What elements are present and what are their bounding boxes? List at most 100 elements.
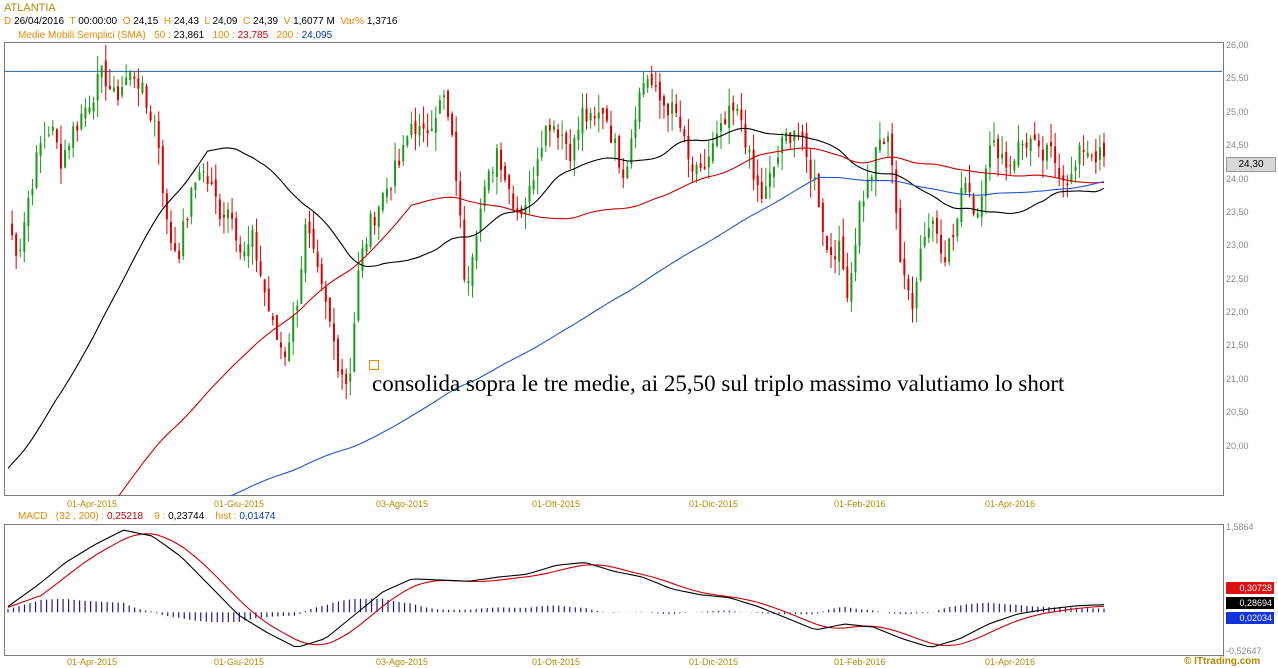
candle-body [455, 131, 458, 181]
candle-body [760, 181, 763, 199]
candle-body [222, 214, 225, 218]
candle-body [1082, 150, 1085, 152]
candle-body [88, 107, 91, 113]
candle-body [186, 219, 189, 221]
price-panel[interactable] [4, 42, 1224, 496]
candle-body [887, 136, 890, 143]
price-y-tick: 21,50 [1226, 340, 1249, 351]
price-y-tick: 20,00 [1226, 440, 1249, 451]
candle-body [569, 143, 572, 162]
candle-body [434, 118, 437, 133]
candle-body [308, 221, 311, 234]
price-x-tick: 01-Apr-2016 [985, 499, 1036, 509]
candle-body [988, 145, 991, 168]
candle-body [11, 223, 14, 236]
candle-body [866, 179, 869, 198]
candle-body [304, 224, 307, 273]
candle-body [1090, 155, 1093, 157]
candle-body [785, 132, 788, 142]
candle-body [210, 181, 213, 185]
macd-x-tick: 01-Apr-2016 [985, 657, 1036, 667]
candle-body [658, 81, 661, 101]
sma-readout: Medie Mobili Semplici (SMA) 50 : 23,861 … [18, 30, 333, 41]
candle-body [206, 176, 209, 184]
macd-panel[interactable] [4, 524, 1224, 656]
candle-body [715, 133, 718, 146]
candle-body [349, 373, 352, 382]
candle-body [328, 297, 331, 322]
candle-body [813, 177, 816, 180]
candle-body [687, 136, 690, 160]
candle-body [740, 109, 743, 121]
candle-body [846, 266, 849, 299]
candle-body [117, 86, 120, 100]
candle-body [630, 138, 633, 165]
candle-body [279, 342, 282, 348]
candle-body [940, 234, 943, 254]
candle-body [121, 86, 124, 96]
candle-body [805, 132, 808, 158]
candle-body [948, 238, 951, 263]
price-y-tick: 22,00 [1226, 307, 1249, 318]
candle-body [597, 112, 600, 119]
macd-readout: MACD (32 , 200) : 0,25218 9 : 0,23744 hi… [18, 511, 276, 522]
candle-body [952, 235, 955, 238]
candle-body [426, 129, 429, 134]
price-chart[interactable] [4, 42, 1224, 496]
candle-body [157, 121, 160, 148]
candle-body [153, 120, 156, 122]
candle-body [638, 92, 641, 122]
candle-body [72, 126, 75, 148]
candle-body [732, 102, 735, 111]
candle-body [271, 316, 274, 320]
candle-body [1058, 167, 1061, 179]
macd-chart[interactable] [4, 524, 1224, 656]
candle-body [263, 279, 266, 293]
candle-body [504, 166, 507, 180]
candle-body [100, 65, 103, 78]
candle-body [214, 179, 217, 197]
candle-body [316, 252, 319, 268]
candle-body [178, 250, 181, 259]
candle-body [980, 196, 983, 217]
ohlc-readout: D 26/04/2016 T 00:00:00 O 24,15 H 24,43 … [4, 16, 398, 27]
candle-body [691, 164, 694, 172]
candle-body [825, 235, 828, 250]
candle-body [862, 201, 865, 207]
candle-body [141, 82, 144, 93]
candle-body [699, 163, 702, 169]
candle-body [451, 113, 454, 136]
candle-body [394, 160, 397, 186]
candle-body [483, 186, 486, 207]
candle-body [377, 207, 380, 228]
price-x-tick: 01-Feb-2016 [834, 499, 886, 509]
candle-body [182, 221, 185, 257]
candle-body [487, 170, 490, 191]
candle-body [80, 113, 83, 129]
candle-body [581, 107, 584, 134]
candle-body [430, 128, 433, 132]
macd-signal-line [7, 533, 1105, 646]
candle-body [923, 236, 926, 246]
candle-body [622, 169, 625, 179]
candle-body [907, 278, 910, 291]
candle-body [227, 209, 230, 219]
candle-body [137, 78, 140, 89]
candle-body [614, 138, 617, 144]
macd-badge-line: 0,28694 [1226, 597, 1274, 609]
candle-body [414, 121, 417, 135]
candle-body [935, 217, 938, 234]
macd-x-tick: 01-Feb-2016 [834, 657, 886, 667]
price-y-tick: 21,00 [1226, 373, 1249, 384]
candle-body [642, 83, 645, 95]
candle-body [662, 96, 665, 106]
candle-body [838, 240, 841, 262]
candle-body [667, 103, 670, 116]
candle-body [858, 201, 861, 246]
candle-body [724, 119, 727, 124]
candle-body [129, 72, 132, 81]
candle-body [532, 180, 535, 190]
candle-body [495, 148, 498, 177]
candle-body [817, 173, 820, 208]
candle-body [654, 85, 657, 87]
